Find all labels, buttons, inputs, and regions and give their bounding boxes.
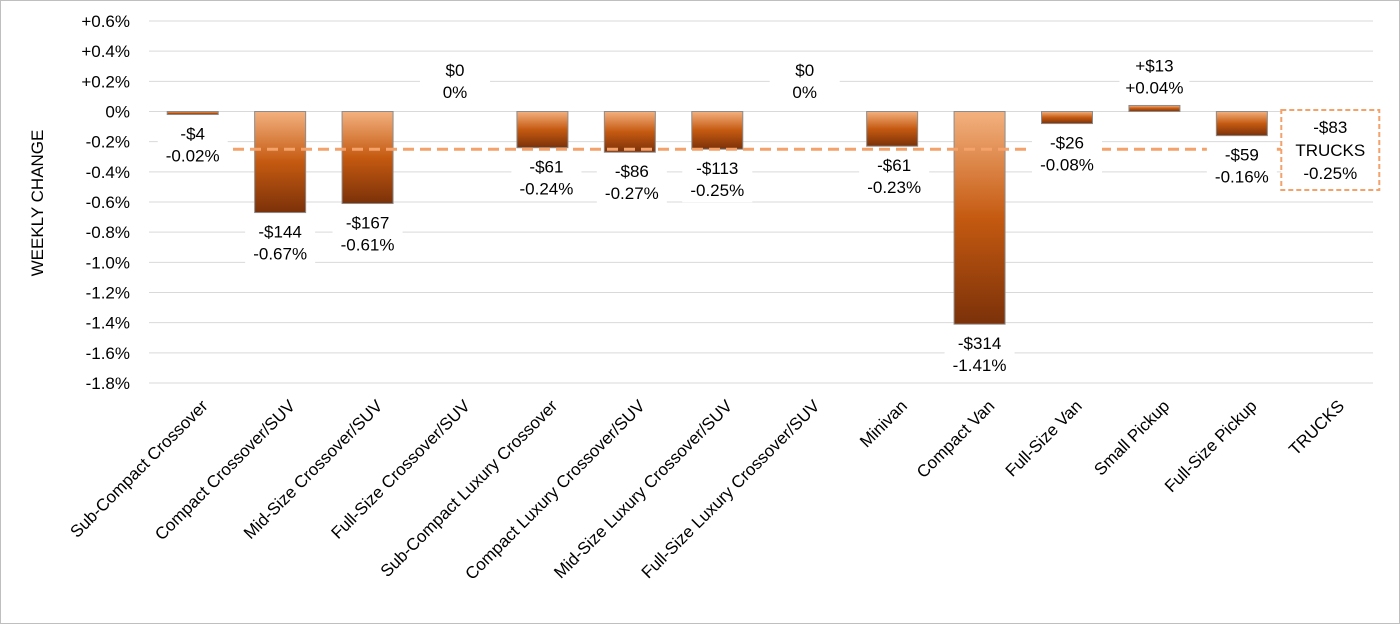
y-tick-label: -1.0%: [86, 253, 130, 272]
data-label-percent: -0.02%: [166, 147, 220, 166]
data-label-dollar: +$13: [1135, 56, 1173, 75]
x-category-label: Sub-Compact Crossover: [66, 396, 211, 541]
data-label-percent: +0.04%: [1125, 78, 1183, 97]
data-label-dollar: -$26: [1050, 134, 1084, 153]
data-label-series: TRUCKS: [1295, 141, 1365, 160]
data-label-background: [1032, 130, 1102, 177]
data-label-background: [944, 331, 1015, 378]
bar: [866, 111, 919, 147]
x-category-label: Full-Size Pickup: [1161, 396, 1261, 496]
bar: [341, 111, 394, 205]
data-label-dollar: $0: [446, 61, 465, 80]
y-tick-label: -0.6%: [86, 193, 130, 212]
data-label-percent: -0.61%: [341, 236, 395, 255]
bar: [254, 111, 307, 214]
y-tick-label: -1.4%: [86, 314, 130, 333]
y-axis-label: WEEKLY CHANGE: [28, 130, 47, 277]
data-label-percent: -0.16%: [1215, 168, 1269, 187]
data-label-percent: -0.24%: [519, 180, 573, 199]
data-label-background: [682, 156, 753, 203]
x-category-label: Full-Size Luxury Crossover/SUV: [638, 396, 824, 582]
x-category-label: TRUCKS: [1285, 396, 1348, 459]
x-category-label: Mid-Size Crossover/SUV: [240, 396, 387, 543]
bar: [1041, 111, 1093, 125]
data-label-dollar: -$113: [696, 159, 738, 178]
data-label-background: [245, 219, 316, 266]
bar: [1128, 104, 1181, 113]
y-tick-label: +0.4%: [81, 42, 130, 61]
data-label-dollar: -$167: [346, 214, 389, 233]
data-label-percent: -0.25%: [1303, 164, 1357, 183]
data-label-percent: -1.41%: [953, 356, 1007, 375]
data-label-dollar: -$86: [615, 162, 649, 181]
data-label-dollar: -$59: [1225, 146, 1259, 165]
x-category-label: Mid-Size Luxury Crossover/SUV: [550, 396, 736, 582]
y-tick-label: -0.8%: [86, 223, 130, 242]
data-label-dollar: -$4: [180, 125, 205, 144]
data-label-background: [420, 58, 490, 104]
bar: [953, 111, 1006, 325]
y-tick-label: -1.2%: [86, 284, 130, 303]
y-tick-label: -0.4%: [86, 163, 130, 182]
y-tick-label: -1.6%: [86, 344, 130, 363]
x-category-label: Small Pickup: [1090, 396, 1173, 479]
data-label-background: [596, 159, 667, 206]
y-tick-label: +0.2%: [81, 72, 130, 91]
x-category-label: Sub-Compact Luxury Crossover: [377, 396, 562, 581]
data-label-percent: -0.23%: [867, 178, 921, 197]
data-label-dollar: -$314: [958, 334, 1001, 353]
data-label-background: [769, 58, 840, 104]
bar: [691, 111, 744, 150]
y-tick-label: -0.2%: [86, 133, 130, 152]
x-category-label: Compact Luxury Crossover/SUV: [462, 396, 650, 584]
bar: [603, 111, 656, 153]
data-label-background: [332, 210, 403, 257]
data-label-background: [1119, 53, 1190, 100]
data-label-background: [1206, 142, 1277, 189]
data-label-dollar: -$144: [258, 223, 301, 242]
trucks-summary-box: [1280, 109, 1381, 191]
data-label-percent: 0%: [792, 83, 817, 102]
x-category-label: Compact Crossover/SUV: [151, 396, 299, 544]
data-label-percent: 0%: [443, 83, 468, 102]
data-label-percent: -0.27%: [605, 184, 659, 203]
x-category-label: Minivan: [856, 396, 911, 451]
bar: [1215, 111, 1268, 137]
data-label-background: [511, 154, 582, 201]
data-label-dollar: -$61: [529, 158, 563, 177]
x-category-label: Full-Size Van: [1002, 396, 1086, 480]
bar: [166, 111, 219, 116]
data-label-background: [157, 121, 228, 168]
y-tick-label: +0.6%: [81, 12, 130, 31]
x-category-label: Full-Size Crossover/SUV: [327, 396, 474, 543]
x-category-label: Compact Van: [913, 396, 998, 481]
data-label-percent: -0.67%: [253, 245, 307, 264]
data-label-percent: -0.08%: [1040, 156, 1094, 175]
data-label-dollar: -$61: [877, 156, 911, 175]
y-tick-label: -1.8%: [86, 374, 130, 393]
y-tick-label: 0%: [105, 103, 130, 122]
bar: [516, 111, 569, 149]
data-label-dollar: -$83: [1313, 118, 1347, 137]
data-label-background: [859, 153, 930, 200]
data-label-percent: -0.25%: [690, 181, 744, 200]
data-label-dollar: $0: [795, 61, 814, 80]
